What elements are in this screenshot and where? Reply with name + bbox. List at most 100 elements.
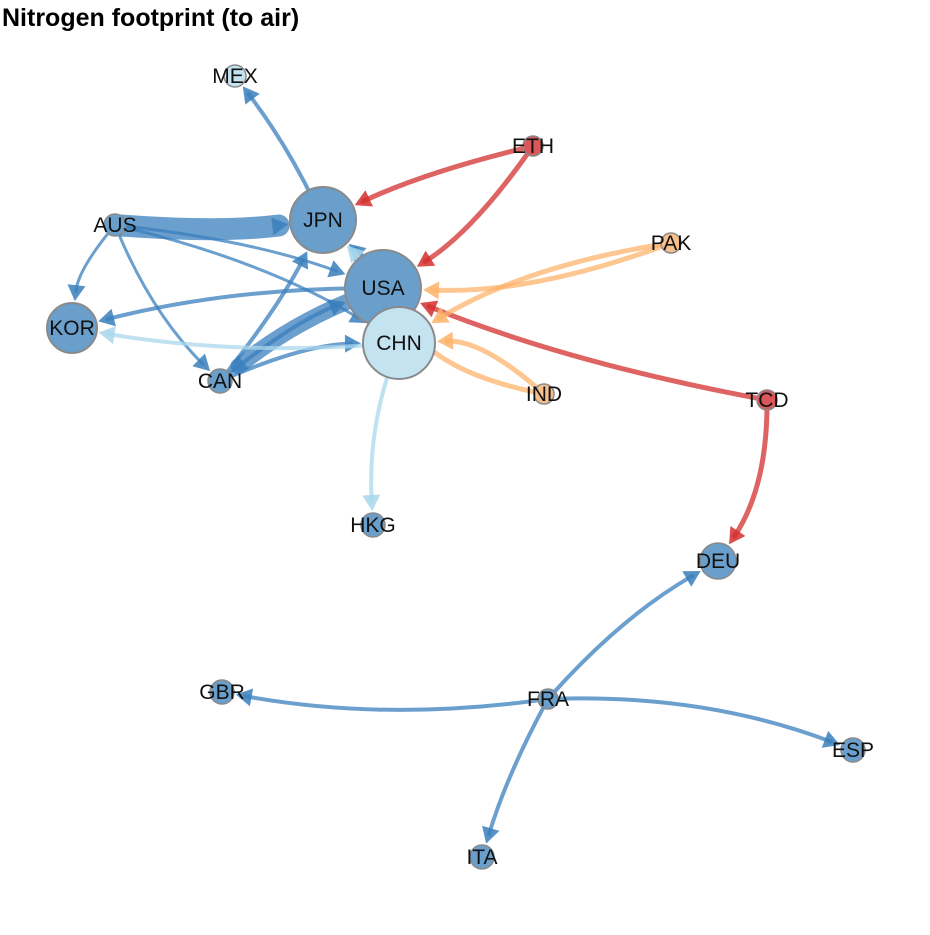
edge-line — [74, 228, 113, 294]
node-circle — [360, 512, 386, 538]
edge-arrowhead — [98, 326, 116, 344]
edge-arrowhead — [682, 571, 701, 587]
edge-line — [106, 332, 380, 351]
edge-arrowhead — [423, 281, 440, 300]
node-label: CHN — [376, 332, 422, 355]
edge-arrowhead — [271, 217, 289, 236]
edge-line — [731, 403, 770, 539]
node-label: ETH — [512, 135, 554, 158]
node-circle — [223, 64, 247, 88]
edge-arrowhead — [482, 825, 500, 844]
node-pak: PAK — [651, 232, 691, 255]
edge-line — [224, 341, 354, 381]
edge-arrowhead — [67, 284, 86, 302]
edge-arrowhead — [354, 190, 373, 207]
edge-line — [552, 696, 833, 744]
edge-fra-to-gbr — [235, 688, 545, 712]
node-can: CAN — [198, 368, 242, 394]
edge-line — [223, 303, 339, 379]
edge-arrowhead — [235, 688, 254, 707]
node-label: ESP — [832, 739, 874, 762]
edge-pak-to-usa — [423, 242, 668, 300]
nodes-layer: MEX ETH JPN AUS PAK USA KOR CHN CAN IND TCD HKG DEU G… — [46, 64, 874, 870]
node-circle — [756, 389, 778, 411]
edge-aus-to-kor — [67, 228, 113, 302]
edge-line — [422, 148, 532, 265]
edge-aus-to-can — [116, 229, 211, 372]
edge-arrowhead — [431, 307, 450, 324]
edge-line — [105, 286, 363, 321]
edge-arrowhead — [362, 494, 381, 511]
node-gbr: GBR — [199, 679, 245, 705]
edge-line — [116, 229, 205, 366]
chart-title: Nitrogen footprint (to air) — [2, 4, 300, 32]
edge-usa-to-kor — [98, 286, 363, 327]
edge-eth-to-jpn — [354, 144, 530, 207]
node-jpn: JPN — [289, 186, 357, 254]
node-ita: ITA — [466, 844, 498, 870]
edge-aus-to-usa — [120, 224, 346, 278]
edge-chn-to-kor — [98, 326, 380, 351]
node-circle — [362, 306, 436, 380]
edge-eth-to-usa — [416, 148, 532, 267]
edge-fra-to-deu — [550, 571, 701, 697]
node-label: MEX — [212, 65, 258, 88]
node-mex: MEX — [212, 64, 258, 88]
edge-usa-to-can — [230, 288, 370, 375]
node-label: USA — [361, 277, 404, 300]
node-circle — [289, 186, 357, 254]
edge-can-to-jpn — [222, 251, 308, 378]
edge-tcd-to-deu — [729, 403, 770, 545]
edge-fra-to-ita — [482, 702, 548, 844]
edge-arrowhead — [192, 353, 211, 372]
edge-line — [369, 361, 394, 504]
edge-line — [437, 241, 668, 321]
node-circle — [537, 688, 559, 710]
edge-pak-to-chn — [431, 241, 668, 324]
node-label: GBR — [199, 681, 245, 704]
node-circle — [207, 368, 233, 394]
edge-line — [360, 144, 530, 204]
node-label: IND — [526, 383, 562, 406]
edge-line — [430, 242, 668, 293]
edge-arrowhead — [327, 299, 346, 317]
node-label: TCD — [745, 389, 788, 412]
edge-jpn-to-mex — [242, 86, 317, 205]
node-label: JPN — [303, 209, 343, 232]
edge-line — [550, 573, 695, 697]
node-label: FRA — [527, 688, 569, 711]
edges-layer — [67, 86, 840, 844]
edge-arrowhead — [327, 260, 346, 278]
edge-line — [243, 694, 545, 712]
edge-line — [426, 304, 764, 402]
edge-line — [486, 702, 548, 837]
edge-fra-to-esp — [552, 696, 840, 748]
node-ind: IND — [526, 383, 562, 406]
edge-arrowhead — [416, 250, 436, 267]
node-label: PAK — [651, 232, 691, 255]
node-aus: AUS — [93, 213, 137, 237]
node-circle — [103, 213, 127, 237]
node-circle — [840, 737, 866, 763]
edge-arrowhead — [821, 730, 840, 748]
edge-arrowhead — [420, 300, 439, 318]
node-circle — [209, 679, 235, 705]
node-label: HKG — [350, 514, 396, 537]
node-hkg: HKG — [350, 512, 396, 538]
node-tcd: TCD — [745, 389, 788, 412]
node-circle — [660, 232, 682, 254]
node-deu: DEU — [696, 542, 740, 580]
node-circle — [469, 844, 495, 870]
node-label: AUS — [93, 214, 136, 237]
edge-line — [246, 92, 317, 205]
node-label: DEU — [696, 550, 740, 573]
node-eth: ETH — [512, 135, 554, 158]
node-circle — [533, 383, 555, 405]
edge-arrowhead — [729, 526, 746, 545]
node-label: CAN — [198, 370, 242, 393]
node-circle — [522, 135, 544, 157]
node-kor: KOR — [46, 302, 98, 354]
node-label: KOR — [49, 317, 95, 340]
